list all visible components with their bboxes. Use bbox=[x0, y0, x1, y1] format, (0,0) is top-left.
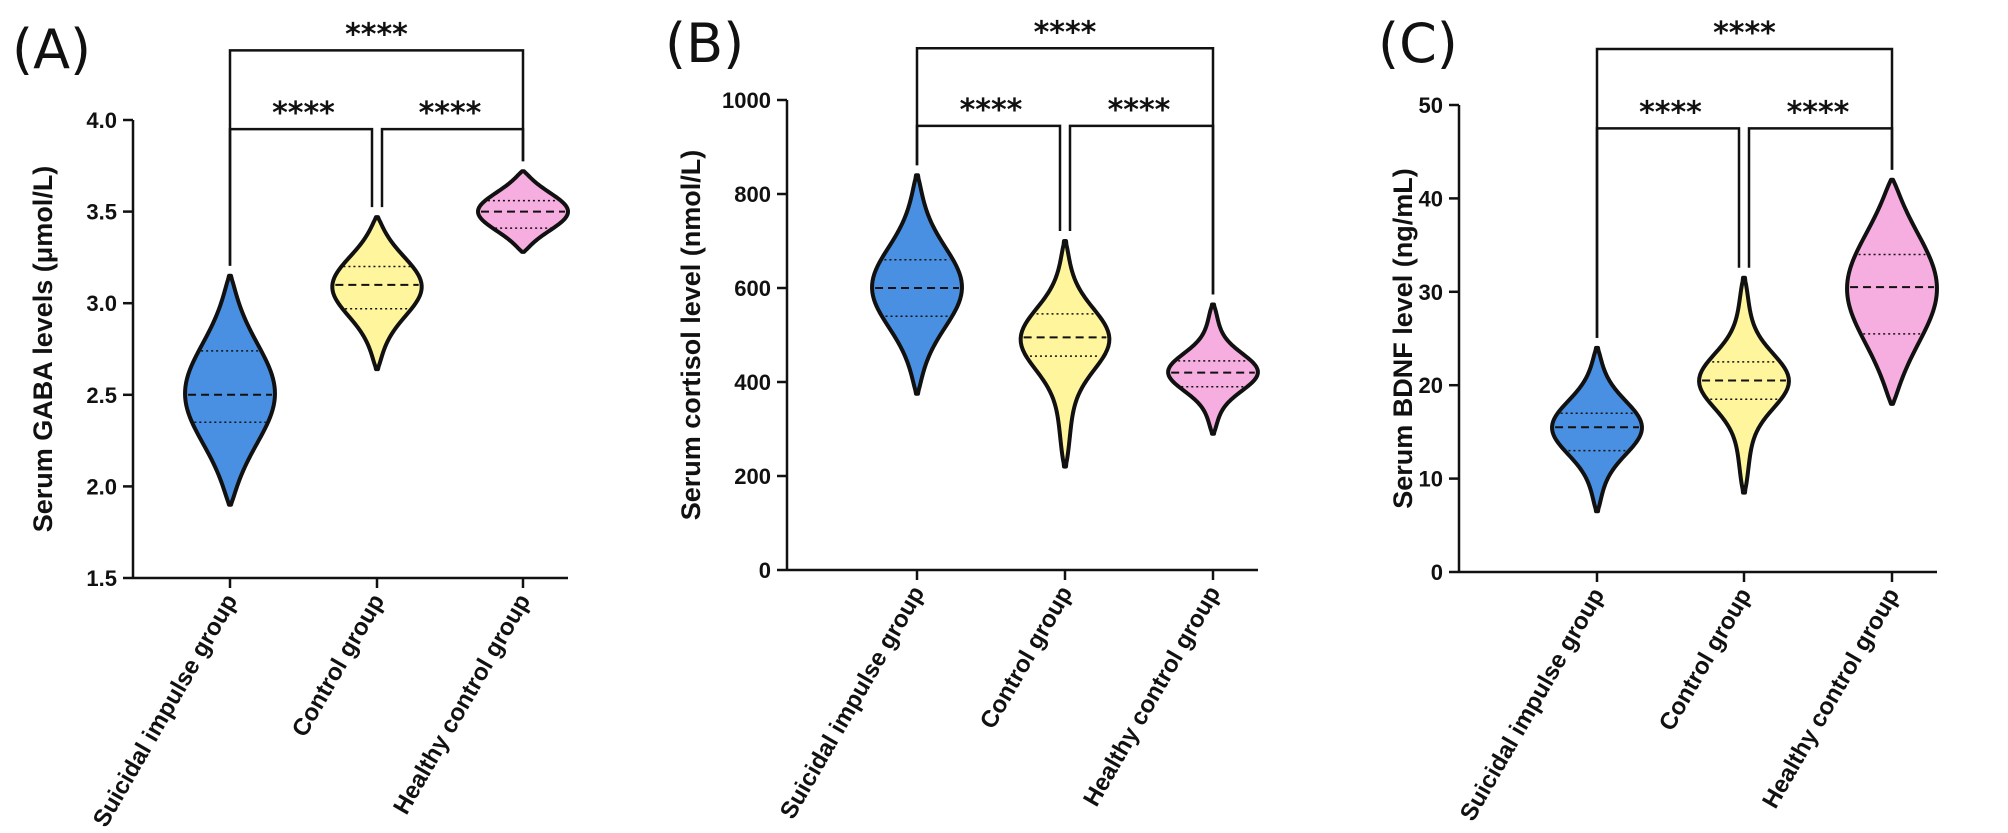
x-category-label: Control group bbox=[975, 582, 1078, 734]
significance-stars: **** bbox=[1108, 93, 1171, 128]
x-category-label: Suicidal impulse group bbox=[775, 582, 930, 824]
y-tick-label: 400 bbox=[734, 370, 771, 395]
chart-panel-1: (A) Serum GABA levels (μmol/L) 1.5 2.0 2.5 3.… bbox=[12, 17, 570, 832]
significance-stars: **** bbox=[345, 17, 408, 52]
significance-stars: **** bbox=[1034, 15, 1097, 50]
significance-stars: **** bbox=[419, 96, 482, 131]
violin-3 bbox=[1845, 177, 1939, 406]
y-tick-label: 20 bbox=[1419, 373, 1443, 398]
y-axis-label: Serum BDNF level (ng/mL) bbox=[1388, 168, 1418, 509]
x-category-label: Healthy control group bbox=[388, 590, 536, 819]
violin-1 bbox=[1550, 345, 1644, 514]
violin-3 bbox=[1166, 302, 1260, 436]
significance-bracket bbox=[1595, 127, 1741, 338]
y-tick-label: 40 bbox=[1419, 186, 1443, 211]
x-category-label: Suicidal impulse group bbox=[1455, 584, 1610, 826]
y-axis-label: Serum cortisol level (nmol/L) bbox=[676, 150, 706, 521]
chart-panel-2: (B) Serum cortisol level (nmol/L) 0 200 400 6… bbox=[665, 12, 1260, 824]
y-tick-label: 3.5 bbox=[86, 200, 117, 225]
y-tick-label: 2.0 bbox=[86, 474, 117, 499]
y-tick-label: 200 bbox=[734, 464, 771, 489]
y-tick-label: 1000 bbox=[722, 88, 771, 113]
y-axis-label: Serum GABA levels (μmol/L) bbox=[28, 166, 58, 533]
y-tick-label: 30 bbox=[1419, 280, 1443, 305]
x-category-label: Suicidal impulse group bbox=[88, 590, 243, 832]
y-tick-label: 10 bbox=[1419, 467, 1443, 492]
y-tick-label: 1.5 bbox=[86, 566, 117, 591]
y-tick-label: 0 bbox=[759, 558, 771, 583]
violin-2 bbox=[1697, 275, 1791, 495]
significance-bracket bbox=[1595, 47, 1894, 338]
violin-1 bbox=[183, 273, 277, 507]
significance-bracket bbox=[228, 49, 525, 266]
chart-panel-3: (C) Serum BDNF level (ng/mL) 0 10 20 30 40 50 Su… bbox=[1378, 12, 1939, 826]
significance-bracket bbox=[915, 124, 1062, 231]
y-tick-label: 4.0 bbox=[86, 108, 117, 133]
significance-stars: **** bbox=[1639, 95, 1702, 130]
panel-label: (C) bbox=[1378, 12, 1458, 75]
significance-stars: **** bbox=[272, 96, 335, 131]
x-category-label: Control group bbox=[1654, 584, 1757, 736]
y-tick-label: 2.5 bbox=[86, 383, 117, 408]
significance-stars: **** bbox=[960, 93, 1023, 128]
violin-2 bbox=[1018, 239, 1112, 469]
y-tick-label: 3.0 bbox=[86, 291, 117, 316]
x-category-label: Healthy control group bbox=[1078, 582, 1226, 811]
panel-label: (A) bbox=[12, 18, 91, 81]
y-tick-label: 600 bbox=[734, 276, 771, 301]
significance-bracket bbox=[1068, 124, 1215, 295]
y-tick-label: 800 bbox=[734, 182, 771, 207]
x-category-label: Control group bbox=[287, 590, 390, 742]
panel-label: (B) bbox=[665, 12, 744, 75]
violin-2 bbox=[330, 215, 424, 372]
significance-bracket bbox=[915, 47, 1215, 295]
violin-1 bbox=[870, 173, 964, 396]
significance-stars: **** bbox=[1713, 16, 1776, 51]
x-category-label: Healthy control group bbox=[1757, 584, 1905, 813]
y-tick-label: 0 bbox=[1431, 560, 1443, 585]
significance-bracket bbox=[228, 127, 374, 266]
significance-stars: **** bbox=[1787, 95, 1850, 130]
y-tick-label: 50 bbox=[1419, 93, 1443, 118]
